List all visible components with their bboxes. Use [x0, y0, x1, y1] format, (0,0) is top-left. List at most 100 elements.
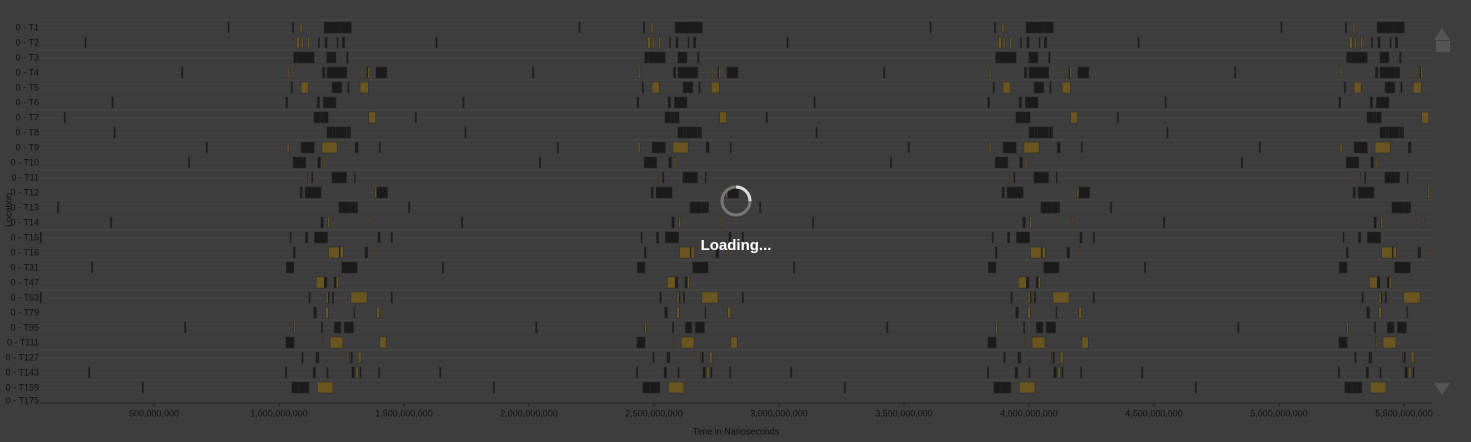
activity-bar	[308, 291, 311, 304]
x-tick-label: 5,500,000,000	[1375, 408, 1433, 418]
row-label: 0 - T2	[16, 37, 39, 47]
activity-bar	[998, 36, 1002, 49]
x-tick-label: 500,000,000	[129, 408, 179, 418]
activity-bar	[1033, 291, 1036, 304]
activity-bar	[665, 231, 679, 244]
activity-bar	[323, 96, 337, 109]
activity-bar	[292, 156, 307, 169]
activity-bar	[1027, 306, 1031, 319]
activity-bar	[988, 261, 997, 274]
activity-bar	[353, 171, 356, 184]
activity-bar	[1034, 126, 1038, 139]
activity-bar	[647, 36, 651, 49]
activity-bar	[305, 171, 308, 184]
activity-bar	[205, 141, 208, 154]
activity-bar	[677, 366, 680, 379]
activity-bar	[1344, 381, 1353, 394]
activity-bar	[1062, 66, 1065, 79]
activity-bar	[326, 66, 348, 79]
activity-bar	[1406, 306, 1409, 319]
activity-bar	[1373, 216, 1377, 229]
activity-bar	[1400, 351, 1403, 364]
activity-bar	[991, 231, 994, 244]
activity-bar	[1015, 306, 1019, 319]
activity-bar	[651, 36, 655, 49]
activity-bar	[110, 216, 113, 229]
activity-bar	[1022, 216, 1026, 229]
activity-bar	[694, 321, 705, 334]
activity-bar	[1410, 351, 1415, 364]
row-label: 0 - T111	[7, 337, 39, 347]
activity-bar	[786, 36, 789, 49]
activity-bar	[706, 366, 710, 379]
activity-bar	[638, 66, 641, 79]
activity-bar	[539, 156, 542, 169]
activity-bar	[296, 36, 300, 49]
activity-bar	[346, 51, 349, 64]
x-tick-label: 1,500,000,000	[375, 408, 433, 418]
activity-bar	[1026, 36, 1030, 49]
row-label: 0 - T7	[16, 112, 39, 122]
activity-bar	[1048, 126, 1052, 139]
activity-bar	[1144, 261, 1147, 274]
activity-bar	[1346, 321, 1349, 334]
activity-bar	[304, 186, 322, 199]
activity-bar	[730, 336, 738, 349]
scroll-down[interactable]	[1434, 383, 1450, 395]
activity-bar	[1338, 336, 1348, 349]
activity-bar	[677, 51, 688, 64]
activity-bar	[1258, 141, 1261, 154]
activity-bar	[1137, 36, 1140, 49]
scroll-thumb[interactable]	[1436, 41, 1450, 52]
activity-bar	[57, 201, 60, 214]
row-label: 0 - T4	[16, 67, 39, 77]
activity-bar	[1092, 291, 1095, 304]
x-tick-label: 2,000,000,000	[500, 408, 558, 418]
activity-bar	[1379, 66, 1401, 79]
activity-bar	[327, 216, 330, 229]
activity-bar	[338, 201, 351, 214]
activity-bar	[378, 366, 381, 379]
activity-bar	[1092, 231, 1095, 244]
activity-bar	[1352, 186, 1356, 199]
activity-bar	[1371, 36, 1373, 49]
activity-bar	[676, 306, 680, 319]
activity-bar	[1384, 171, 1400, 184]
row-label: 0 - T6	[16, 97, 39, 107]
activity-bar	[642, 381, 651, 394]
activity-bar	[672, 321, 675, 334]
activity-bar	[318, 36, 320, 49]
activity-bar	[637, 261, 646, 274]
activity-bar	[765, 111, 768, 124]
activity-bar	[710, 366, 713, 379]
row-label: 0 - T63	[11, 292, 39, 302]
activity-bar	[355, 366, 359, 379]
activity-bar	[635, 366, 639, 379]
activity-bar	[708, 351, 713, 364]
activity-bar	[727, 306, 731, 319]
activity-bar	[320, 216, 324, 229]
activity-bar	[326, 366, 329, 379]
activity-bar	[1028, 66, 1050, 79]
activity-bar	[1413, 66, 1416, 79]
activity-bar	[321, 321, 324, 334]
activity-bar	[650, 186, 654, 199]
activity-bar	[299, 21, 303, 34]
activity-bar	[992, 81, 995, 94]
loading-text: Loading...	[701, 237, 772, 254]
activity-bar	[1014, 366, 1018, 379]
activity-bar	[812, 216, 815, 229]
activity-bar	[1110, 201, 1113, 214]
activity-bar	[718, 66, 722, 79]
activity-bar	[1024, 66, 1028, 79]
activity-bar	[1061, 366, 1064, 379]
activity-bar	[793, 261, 796, 274]
activity-bar	[1025, 21, 1044, 34]
activity-bar	[693, 36, 697, 49]
spinner	[735, 185, 752, 202]
activity-bar	[312, 366, 316, 379]
activity-bar	[1403, 351, 1406, 364]
activity-bar	[379, 336, 387, 349]
activity-bar	[492, 381, 495, 394]
scroll-up[interactable]	[1434, 28, 1450, 40]
